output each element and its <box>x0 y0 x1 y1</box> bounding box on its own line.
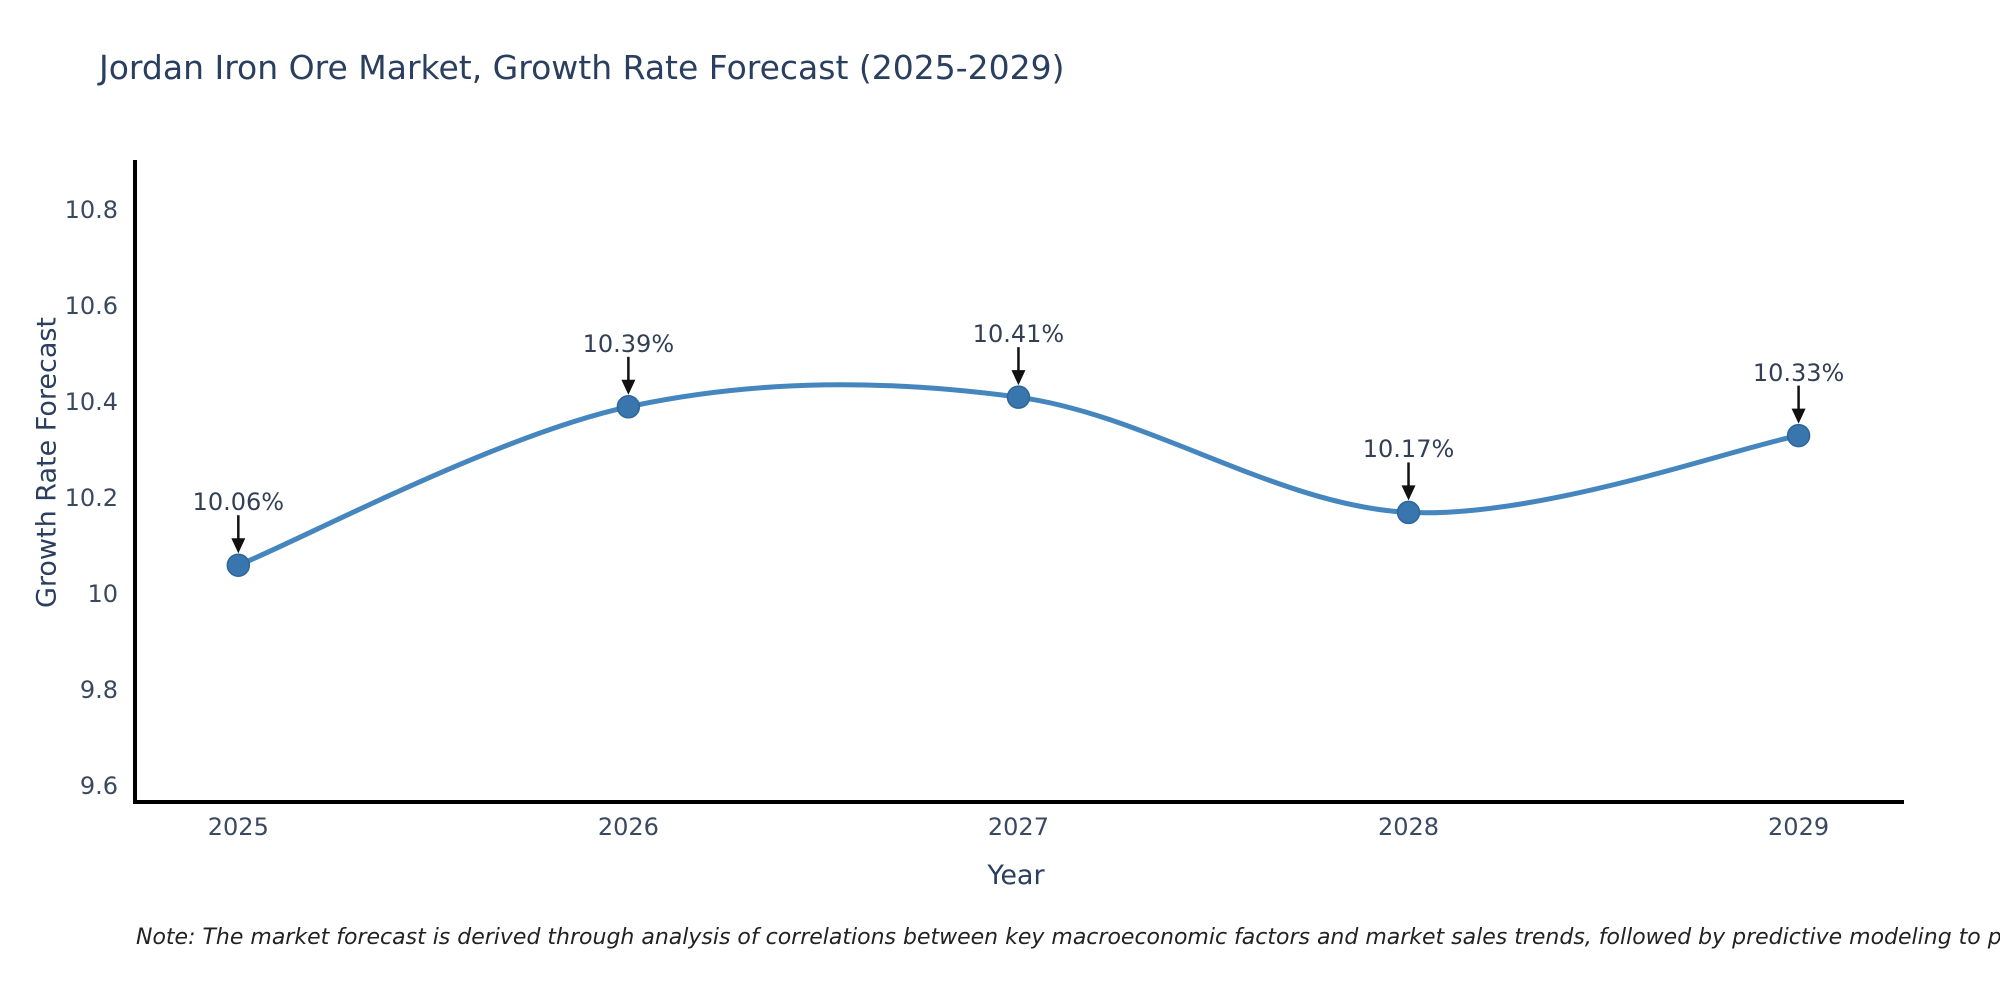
y-tick-label: 9.6 <box>79 772 118 801</box>
data-point-marker <box>1786 423 1811 448</box>
x-tick-label: 2028 <box>1377 813 1440 841</box>
annotation-arrow-head <box>1791 408 1806 424</box>
annotation-arrow-head <box>621 379 636 395</box>
data-point-marker <box>1396 500 1421 525</box>
y-tick-label: 10.8 <box>64 195 118 224</box>
x-axis-line <box>133 800 1904 804</box>
point-value-label: 10.39% <box>582 329 675 358</box>
annotation-arrow-head <box>1011 370 1026 386</box>
point-value-label: 10.33% <box>1752 358 1845 387</box>
y-tick-label: 10 <box>87 580 118 609</box>
data-point-marker <box>226 553 251 577</box>
y-tick-label: 10.2 <box>64 484 118 512</box>
annotation-arrow-head <box>231 538 246 554</box>
footnote: Note: The market forecast is derived thr… <box>136 925 2000 950</box>
x-axis-title: Year <box>987 860 1045 891</box>
data-point-marker <box>1006 385 1031 409</box>
y-tick-label: 9.8 <box>79 676 118 705</box>
annotation-arrows <box>231 347 1806 554</box>
y-axis-line <box>133 160 137 804</box>
point-value-label: 10.17% <box>1362 435 1455 464</box>
y-tick-label: 10.6 <box>64 291 118 320</box>
x-tick-label: 2025 <box>207 813 269 841</box>
annotation-arrow-head <box>1401 485 1416 501</box>
x-tick-label: 2029 <box>1768 813 1830 841</box>
point-value-label: 10.41% <box>972 320 1065 349</box>
x-tick-label: 2027 <box>987 813 1049 841</box>
data-point-marker <box>616 395 641 419</box>
point-value-label: 10.06% <box>192 488 285 517</box>
series-markers <box>226 385 1811 577</box>
x-tick-label: 2026 <box>597 813 659 841</box>
series-line <box>235 382 1802 568</box>
chart-title: Jordan Iron Ore Market, Growth Rate Fore… <box>99 48 1065 87</box>
y-tick-label: 10.4 <box>64 387 118 416</box>
